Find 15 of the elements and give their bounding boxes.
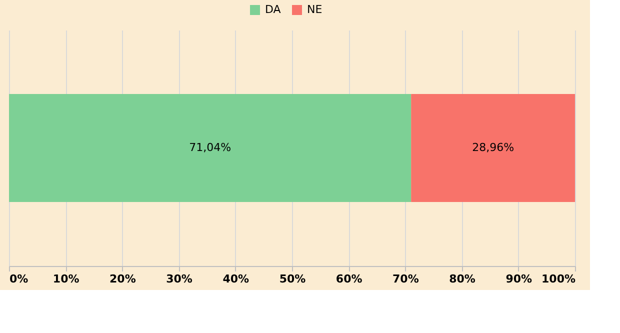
- x-tick-label: 70%: [392, 272, 419, 286]
- x-tick-label: 30%: [166, 272, 192, 286]
- x-tick-label: 60%: [336, 272, 362, 286]
- legend-label: DA: [265, 3, 282, 16]
- x-tick-label: 100%: [542, 272, 576, 286]
- x-tick-label: 0%: [10, 272, 28, 286]
- x-tick-label: 20%: [110, 272, 136, 286]
- x-tick-label: 10%: [52, 272, 80, 286]
- x-tick-label: 50%: [279, 272, 306, 286]
- x-tick-label: 40%: [222, 272, 250, 286]
- x-tick-label: 90%: [506, 272, 532, 286]
- x-tick-label: 80%: [449, 272, 476, 286]
- data-label: 71,04%: [189, 141, 232, 154]
- legend-label: NE: [307, 3, 322, 16]
- data-label: 28,96%: [472, 141, 514, 154]
